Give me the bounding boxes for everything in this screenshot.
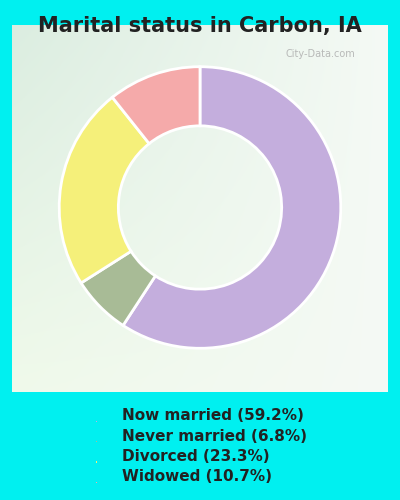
Wedge shape [81, 252, 155, 326]
Wedge shape [123, 66, 341, 348]
Wedge shape [59, 98, 149, 283]
Legend: Now married (59.2%), Never married (6.8%), Divorced (23.3%), Widowed (10.7%): Now married (59.2%), Never married (6.8%… [96, 408, 307, 484]
Text: Marital status in Carbon, IA: Marital status in Carbon, IA [38, 16, 362, 36]
Text: City-Data.com: City-Data.com [286, 50, 355, 59]
Wedge shape [112, 66, 200, 144]
